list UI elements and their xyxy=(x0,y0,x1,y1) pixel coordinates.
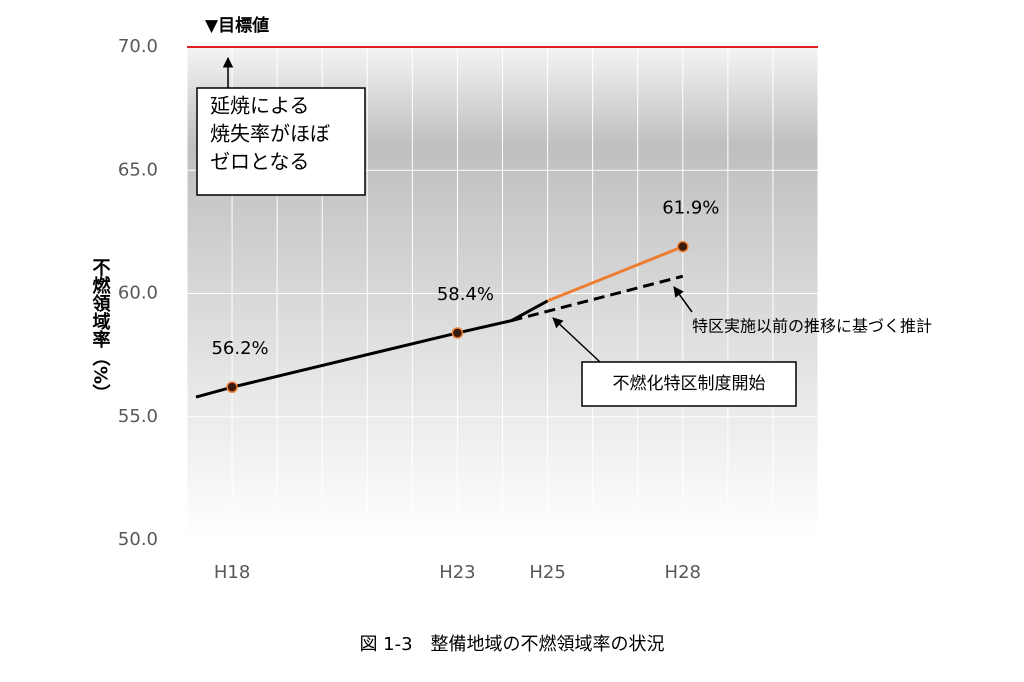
arrow xyxy=(552,317,601,363)
y-axis-label: 不燃領域率（%） xyxy=(90,258,111,402)
series-line xyxy=(547,245,684,303)
note-box xyxy=(581,361,797,407)
x-tick-label: H18 xyxy=(214,562,250,583)
note-text: 焼失率がほぼ xyxy=(210,122,330,146)
y-tick-label: 70.0 xyxy=(118,36,158,57)
caption: 図 1-3 整備地域の不燃領域率の状況 xyxy=(359,634,664,655)
data-point xyxy=(677,240,689,253)
y-tick-label: 50.0 xyxy=(118,529,158,550)
note-box xyxy=(196,87,366,196)
data-point xyxy=(226,381,238,393)
y-tick-label: 55.0 xyxy=(118,406,158,427)
target-label: ▼目標値 xyxy=(205,15,269,36)
arrow xyxy=(673,286,693,313)
data-label: 56.2% xyxy=(211,338,268,359)
x-tick-label: H28 xyxy=(665,562,701,583)
series-line xyxy=(511,274,684,323)
note-text: 不燃化特区制度開始 xyxy=(613,374,766,394)
x-tick-label: H25 xyxy=(529,562,565,583)
note-text: ゼロとなる xyxy=(210,150,309,174)
y-tick-label: 65.0 xyxy=(118,159,158,180)
x-tick-label: H23 xyxy=(439,562,475,583)
note-text: 延焼による xyxy=(210,94,309,118)
data-label: 61.9% xyxy=(662,198,719,219)
data-label: 58.4% xyxy=(437,284,494,305)
data-point xyxy=(451,327,464,339)
note-text: 特区実施以前の推移に基づく推計 xyxy=(692,317,932,336)
y-tick-label: 60.0 xyxy=(118,283,158,304)
